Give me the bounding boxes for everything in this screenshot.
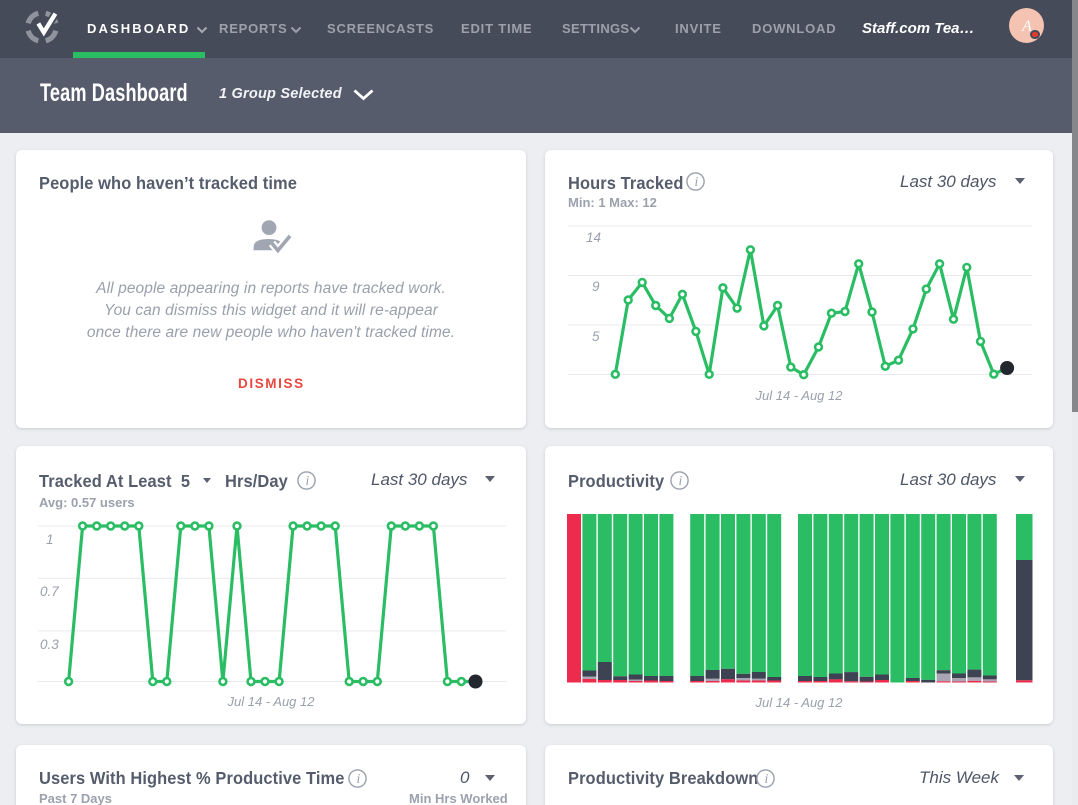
svg-text:i: i bbox=[695, 174, 699, 189]
svg-text:1: 1 bbox=[46, 532, 54, 547]
svg-text:0.7: 0.7 bbox=[40, 584, 59, 599]
svg-text:i: i bbox=[679, 473, 683, 488]
svg-text:0.3: 0.3 bbox=[40, 637, 59, 652]
svg-text:i: i bbox=[357, 771, 361, 786]
svg-text:i: i bbox=[306, 473, 310, 488]
svg-text:14: 14 bbox=[586, 230, 601, 245]
svg-text:9: 9 bbox=[592, 279, 600, 294]
svg-text:5: 5 bbox=[592, 329, 600, 344]
svg-text:i: i bbox=[765, 771, 769, 786]
